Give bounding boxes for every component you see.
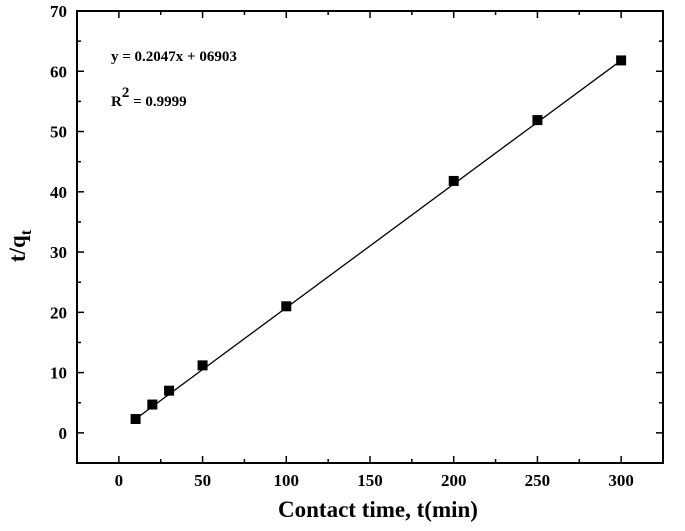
- y-tick-label: 20: [50, 303, 67, 322]
- y-tick-label: 40: [50, 183, 67, 202]
- y-axis-label: t/qt: [5, 229, 35, 262]
- y-axis-label-main: t/q: [5, 235, 30, 262]
- equation-annotation: y = 0.2047x + 06903: [111, 49, 237, 65]
- y-tick-label: 10: [50, 364, 67, 383]
- data-point: [197, 360, 208, 371]
- data-point: [532, 115, 543, 126]
- data-point: [448, 175, 459, 186]
- data-point: [147, 399, 158, 410]
- y-tick-label: 70: [50, 2, 67, 21]
- x-tick-label: 50: [194, 471, 211, 490]
- data-point: [130, 414, 141, 425]
- x-tick-label: 200: [441, 471, 467, 490]
- x-axis-label: Contact time, t(min): [278, 497, 478, 522]
- data-point: [281, 301, 292, 312]
- r-squared-value: = 0.9999: [129, 94, 186, 110]
- r-squared-label: R: [111, 94, 122, 110]
- data-point: [616, 55, 627, 66]
- x-tick-label: 100: [274, 471, 300, 490]
- x-tick-label: 250: [525, 471, 551, 490]
- x-tick-label: 0: [115, 471, 124, 490]
- y-tick-label: 60: [50, 62, 67, 81]
- y-tick-label: 50: [50, 123, 67, 142]
- x-tick-label: 150: [357, 471, 383, 490]
- x-tick-label: 300: [608, 471, 634, 490]
- y-tick-label: 30: [50, 243, 67, 262]
- r-squared-annotation: R2 = 0.9999: [111, 85, 187, 110]
- r-squared-superscript: 2: [122, 85, 130, 101]
- y-tick-label: 0: [59, 424, 68, 443]
- data-point: [164, 385, 175, 396]
- fit-line: [135, 59, 622, 420]
- y-axis-label-subscript: t: [18, 229, 35, 235]
